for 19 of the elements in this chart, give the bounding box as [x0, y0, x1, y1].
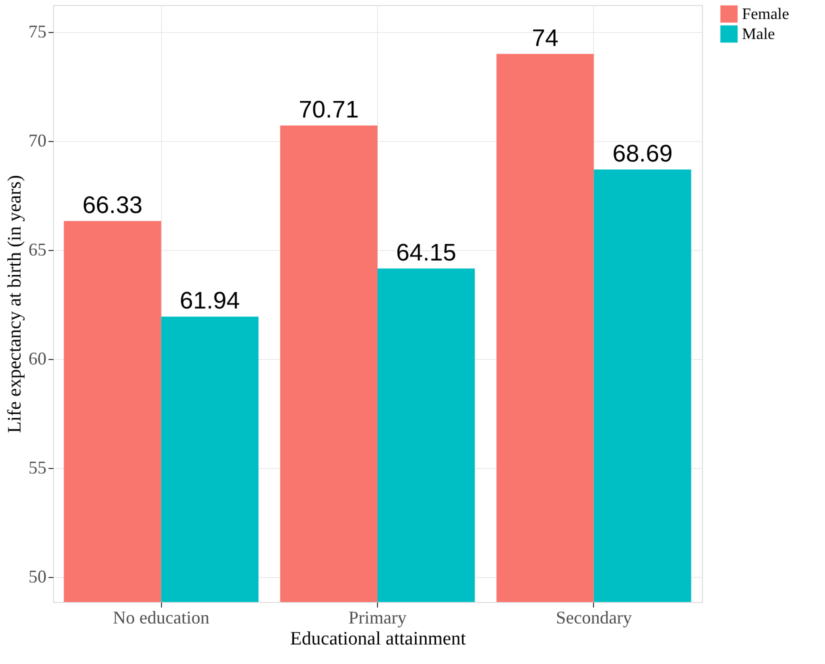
legend-label: Female: [742, 6, 790, 23]
x-tick-label: Primary: [348, 608, 406, 628]
x-axis-title: Educational attainment: [290, 628, 467, 650]
legend-label: Male: [742, 26, 775, 43]
data-label: 61.94: [180, 288, 240, 315]
data-label: 66.33: [82, 192, 143, 219]
x-tick-label: No education: [112, 608, 210, 628]
y-tick-label: 55: [28, 457, 46, 478]
data-label: 68.69: [612, 140, 673, 168]
y-tick-label: 50: [28, 566, 46, 586]
data-label: 64.15: [396, 240, 456, 267]
x-tick-label: Secondary: [556, 608, 632, 628]
y-tick-label: 75: [28, 22, 46, 42]
y-tick-label: 60: [28, 348, 46, 368]
y-axis-title: Life expectancy at birth (in years): [4, 175, 26, 433]
data-label: 74: [532, 24, 559, 52]
data-label: 70.71: [298, 96, 359, 124]
y-tick-label: 65: [28, 239, 46, 260]
y-tick-label: 70: [28, 130, 46, 151]
